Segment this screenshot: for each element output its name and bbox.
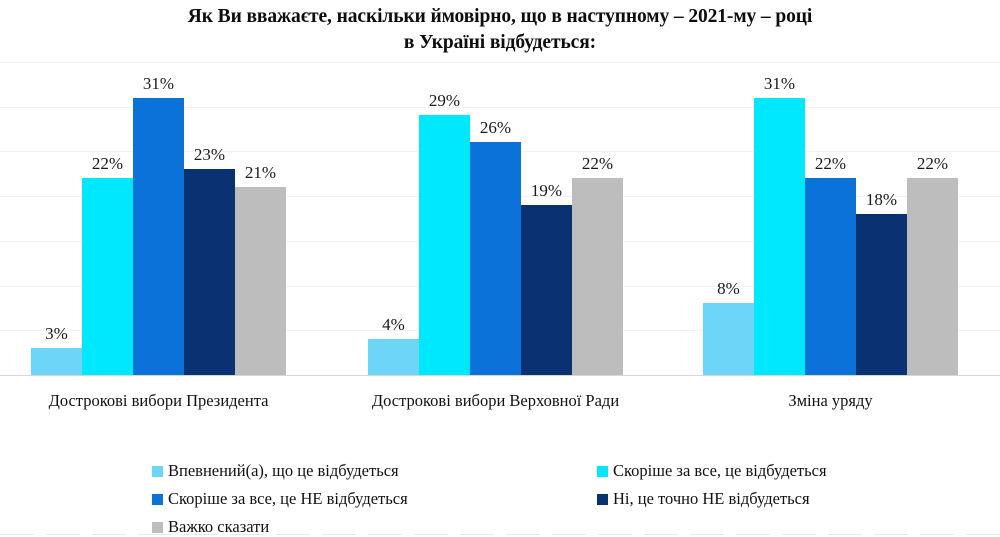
bar-data-label: 26% bbox=[479, 118, 512, 138]
legend-item[interactable]: Важко сказати bbox=[152, 518, 269, 536]
bar-data-label: 29% bbox=[428, 91, 461, 111]
legend-swatch bbox=[152, 521, 163, 533]
bar-data-label: 3% bbox=[45, 324, 68, 344]
chart-title: Як Ви вважаєте, наскільки ймовірно, що в… bbox=[60, 4, 940, 56]
bar-data-label: 31% bbox=[142, 73, 175, 93]
bar[interactable] bbox=[856, 213, 907, 375]
bottom-divider bbox=[0, 534, 1000, 535]
bar[interactable] bbox=[184, 169, 235, 375]
legend-swatch bbox=[152, 465, 163, 477]
legend-item[interactable]: Скоріше за все, це НЕ відбудеться bbox=[152, 490, 408, 508]
legend-item[interactable]: Ні, це точно НЕ відбудеться bbox=[597, 490, 810, 508]
legend-label: Важко сказати bbox=[168, 517, 270, 536]
bar[interactable] bbox=[805, 178, 856, 375]
axis-baseline bbox=[0, 375, 1000, 376]
gridline bbox=[0, 61, 1000, 63]
category-label: Дострокові вибори Президента bbox=[48, 391, 269, 410]
bar[interactable] bbox=[470, 142, 521, 375]
bar[interactable] bbox=[82, 178, 133, 375]
plot-area: 3% 22% 31% 23% 21% 4% 29% 26% 19% 22% 8% 31% 22% 18% 2… bbox=[0, 60, 1000, 376]
legend-label: Скоріше за все, це НЕ відбудеться bbox=[168, 489, 408, 508]
bar-data-label: 22% bbox=[916, 154, 949, 174]
bar-data-label: 23% bbox=[193, 145, 226, 165]
bar-data-label: 31% bbox=[763, 73, 796, 93]
chart-title-line-1: Як Ви вважаєте, наскільки ймовірно, що в… bbox=[187, 6, 813, 27]
bar[interactable] bbox=[31, 348, 82, 375]
bar-data-label: 21% bbox=[244, 163, 277, 183]
bar-data-label: 4% bbox=[382, 315, 405, 335]
legend-label: Впевнений(а), що це відбудеться bbox=[168, 461, 399, 480]
bar-data-label: 19% bbox=[530, 180, 563, 200]
bar[interactable] bbox=[368, 339, 419, 375]
category-label: Дострокові вибори Верховної Ради bbox=[371, 391, 620, 410]
gridline bbox=[0, 106, 1000, 108]
legend-label: Ні, це точно НЕ відбудеться bbox=[613, 489, 810, 508]
bar-data-label: 18% bbox=[865, 189, 898, 209]
legend-swatch bbox=[597, 493, 608, 505]
bar[interactable] bbox=[235, 187, 286, 375]
legend-label: Скоріше за все, це відбудеться bbox=[613, 461, 827, 480]
bar-data-label: 22% bbox=[814, 154, 847, 174]
bar[interactable] bbox=[703, 303, 754, 375]
legend-swatch bbox=[597, 465, 608, 477]
legend-item[interactable]: Скоріше за все, це відбудеться bbox=[597, 462, 827, 480]
legend-swatch bbox=[152, 493, 163, 505]
bar[interactable] bbox=[907, 178, 958, 375]
bar-data-label: 22% bbox=[581, 154, 614, 174]
bar[interactable] bbox=[521, 204, 572, 375]
bar-data-label: 22% bbox=[91, 154, 124, 174]
chart-legend: Впевнений(а), що це відбудеться Скоріше з… bbox=[0, 458, 1000, 536]
category-label: Зміна уряду bbox=[788, 391, 873, 410]
bar[interactable] bbox=[419, 115, 470, 375]
chart-title-line-2: в Україні відбудеться: bbox=[403, 32, 597, 53]
bar-data-label: 8% bbox=[717, 279, 740, 299]
bar[interactable] bbox=[572, 178, 623, 375]
legend-item[interactable]: Впевнений(а), що це відбудеться bbox=[152, 462, 399, 480]
bar[interactable] bbox=[754, 97, 805, 375]
bar[interactable] bbox=[133, 97, 184, 375]
